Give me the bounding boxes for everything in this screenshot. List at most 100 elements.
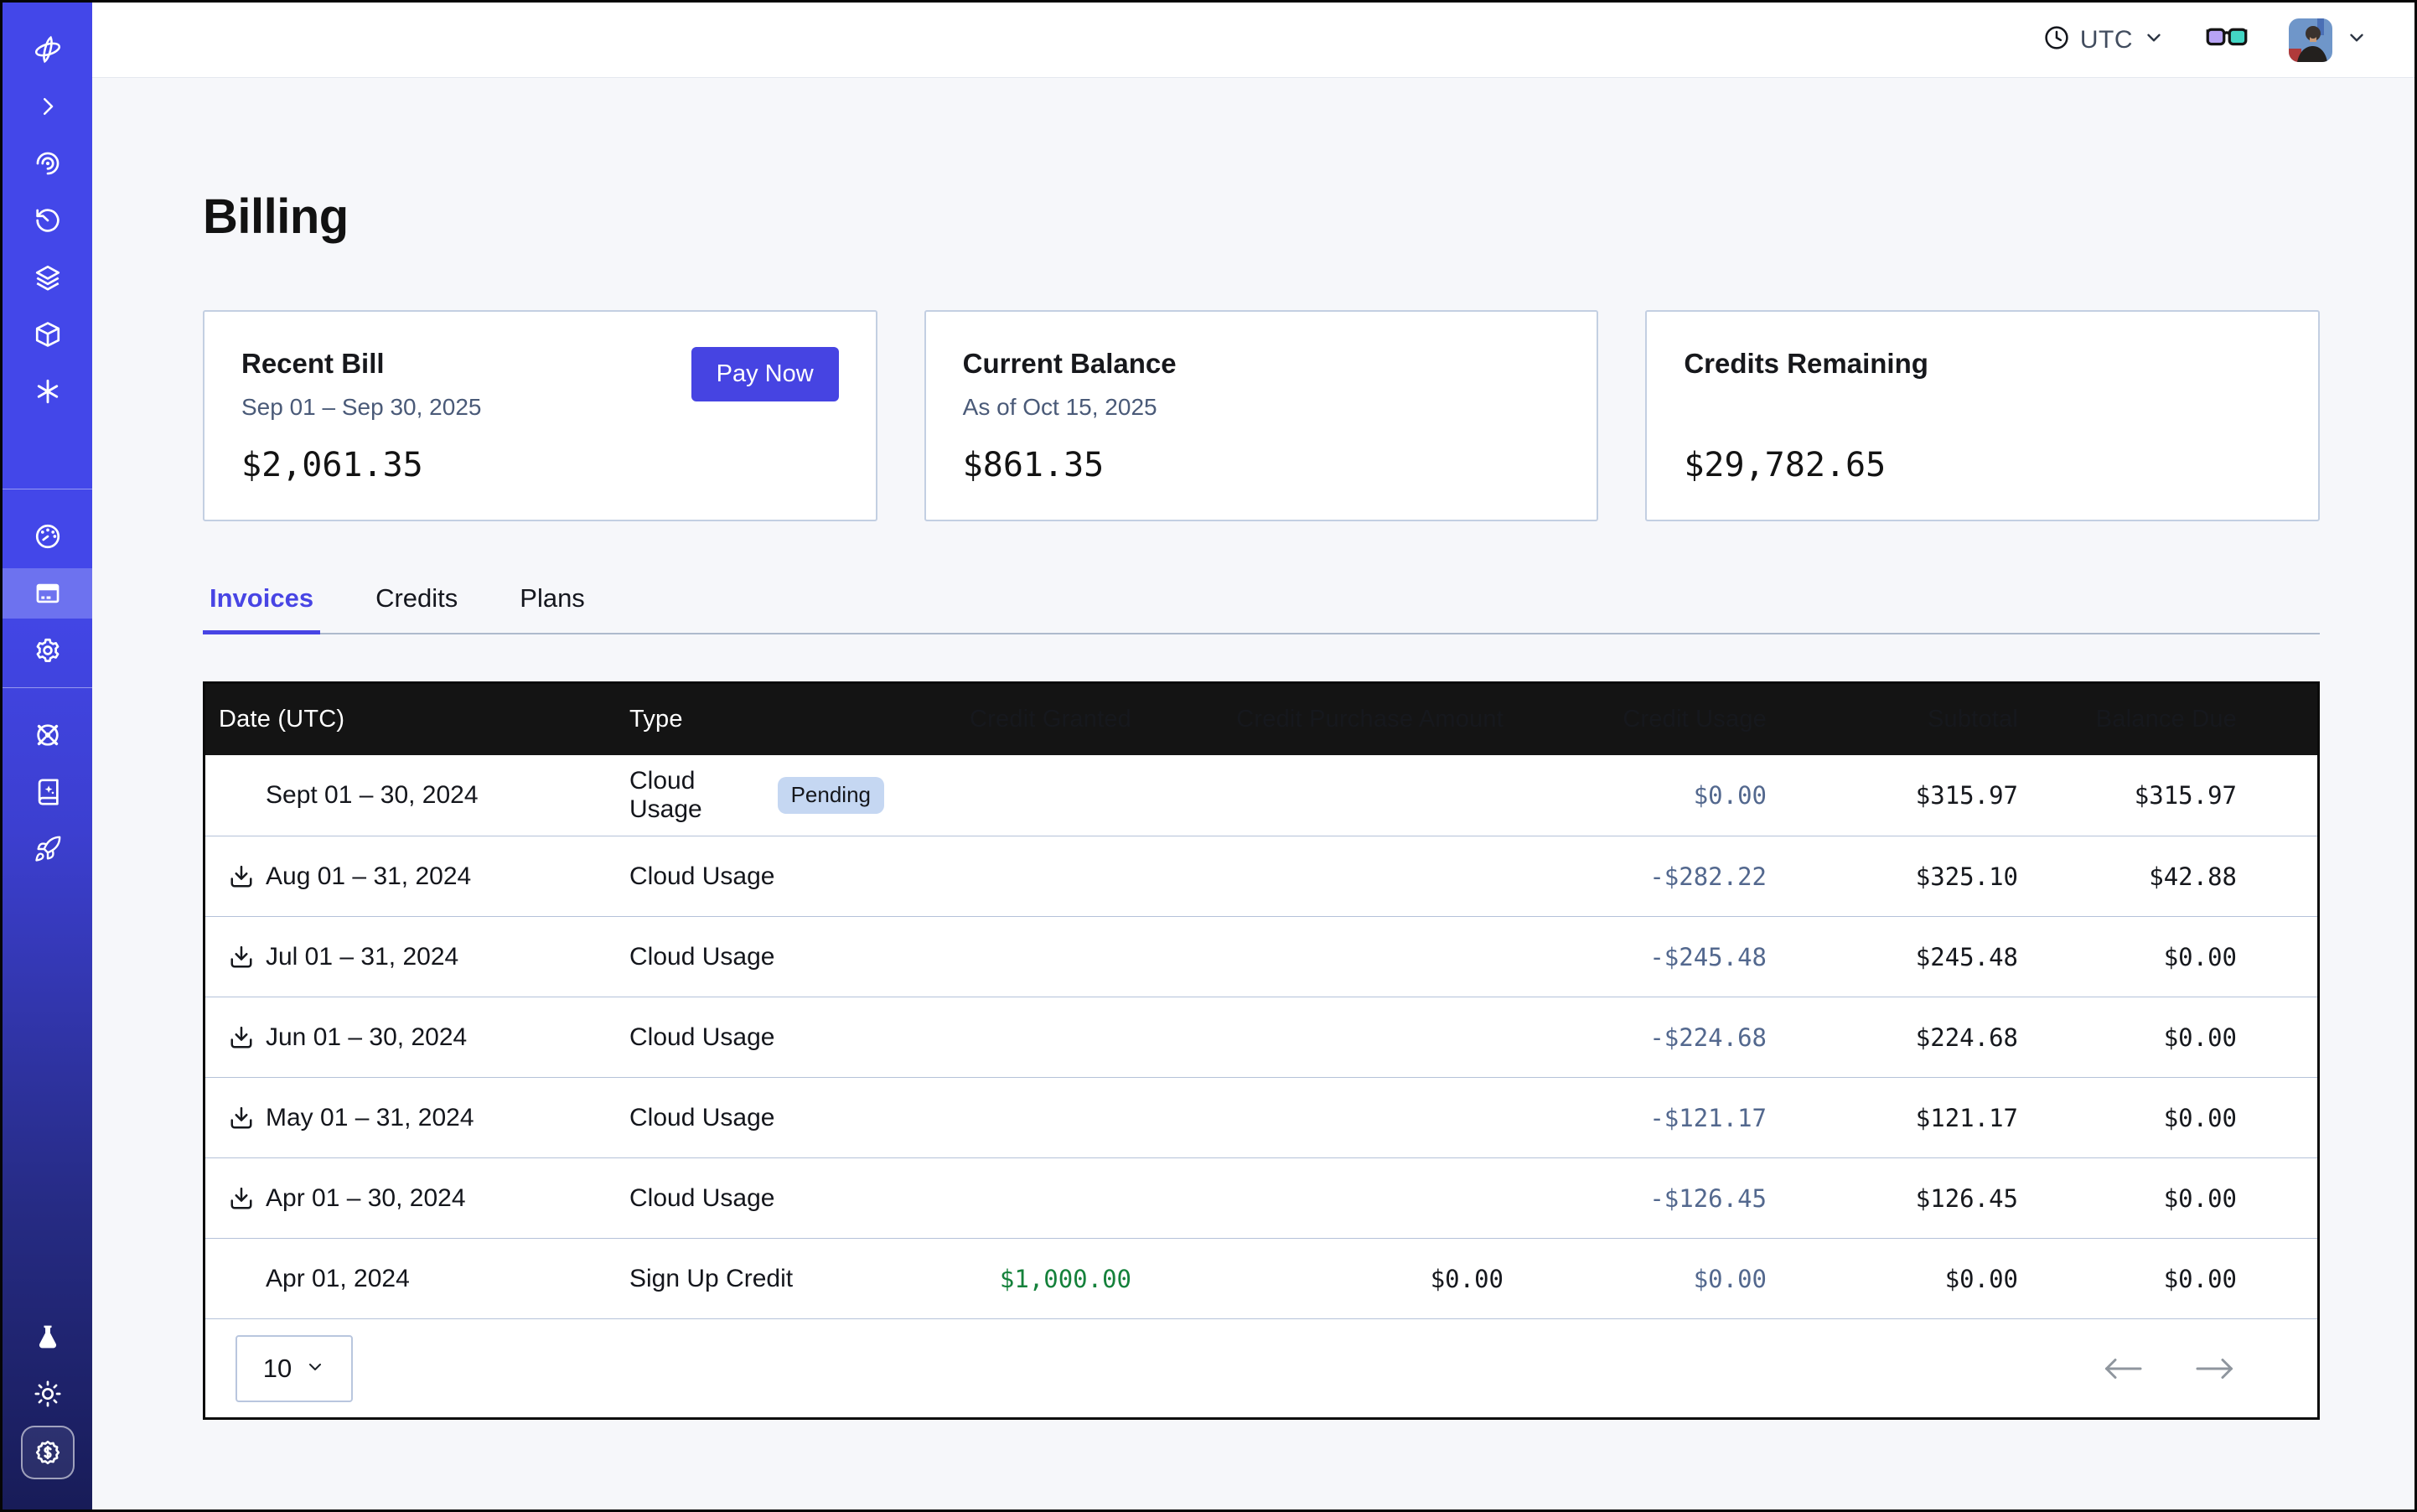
- chevron-down-icon: [305, 1354, 325, 1384]
- timezone-label: UTC: [2080, 26, 2133, 54]
- sidebar-item-labs[interactable]: [3, 1312, 92, 1362]
- download-invoice-button[interactable]: [229, 945, 254, 970]
- sidebar-divider: [3, 687, 92, 688]
- invoice-type: Cloud Usage: [629, 767, 763, 824]
- subtotal-value: $325.10: [1773, 862, 2025, 891]
- layers-icon: [34, 263, 62, 292]
- subtotal-value: $126.45: [1773, 1184, 2025, 1213]
- page-size-select[interactable]: 10: [235, 1335, 353, 1402]
- rocket-icon: [34, 835, 62, 863]
- topbar: UTC: [92, 3, 2414, 78]
- credit-usage-value: -$121.17: [1510, 1104, 1773, 1132]
- theme-toggle[interactable]: [3, 1369, 92, 1419]
- sidebar-item-functions[interactable]: [3, 366, 92, 417]
- sidebar-item-observe[interactable]: [3, 138, 92, 189]
- tab-credits[interactable]: Credits: [369, 583, 464, 634]
- app-window: UTC: [3, 3, 2414, 1509]
- credit-granted-value: $1,000.00: [891, 1265, 1138, 1293]
- download-invoice-button[interactable]: [229, 864, 254, 889]
- card-subtitle: As of Oct 15, 2025: [963, 392, 1560, 422]
- col-credit-granted: Credit Granted: [891, 706, 1138, 733]
- invoice-date: Apr 01 – 30, 2024: [266, 1184, 466, 1213]
- invoice-row: May 01 – 31, 2024 Cloud Usage -$121.17 $…: [205, 1077, 2317, 1157]
- balance-due-value: $0.00: [2025, 943, 2317, 971]
- sidebar-item-support[interactable]: [3, 710, 92, 760]
- card-subtitle: Sep 01 – Sep 30, 2025: [241, 392, 481, 422]
- sidebar-collapse-toggle[interactable]: [3, 81, 92, 132]
- invoice-type: Cloud Usage: [629, 1184, 774, 1213]
- invoice-date: Jul 01 – 31, 2024: [266, 943, 458, 971]
- table-header: Date (UTC) Type Credit Granted Credit Pu…: [205, 684, 2317, 755]
- timezone-selector[interactable]: UTC: [2043, 24, 2165, 55]
- invoice-table: Date (UTC) Type Credit Granted Credit Pu…: [203, 681, 2320, 1420]
- chevron-down-icon: [2143, 27, 2165, 53]
- package-cube-icon: [34, 320, 62, 349]
- invoice-date: Sept 01 – 30, 2024: [266, 781, 479, 810]
- invoice-type: Cloud Usage: [629, 1023, 774, 1052]
- sidebar-item-billing[interactable]: [3, 568, 92, 619]
- chevron-right-icon: [35, 94, 60, 119]
- download-invoice-button[interactable]: [229, 1106, 254, 1131]
- asterisk-icon: [34, 377, 62, 406]
- col-type: Type: [623, 706, 891, 733]
- invoice-type: Sign Up Credit: [629, 1265, 793, 1293]
- balance-due-value: $0.00: [2025, 1265, 2317, 1293]
- invoice-row: Jul 01 – 31, 2024 Cloud Usage -$245.48 $…: [205, 916, 2317, 997]
- trace-eye-icon: [34, 149, 62, 178]
- billing-tabs: Invoices Credits Plans: [203, 583, 2320, 634]
- current-balance-amount: $861.35: [963, 446, 1560, 484]
- credit-usage-value: -$224.68: [1510, 1023, 1773, 1052]
- balance-due-value: $42.88: [2025, 862, 2317, 891]
- sidebar-item-layers[interactable]: [3, 252, 92, 303]
- pay-now-button[interactable]: Pay Now: [691, 347, 839, 401]
- app-logo[interactable]: [3, 24, 92, 75]
- sidebar-item-docs[interactable]: [3, 767, 92, 817]
- status-badge: Pending: [778, 777, 884, 813]
- billing-page: Billing Recent Bill Sep 01 – Sep 30, 202…: [92, 78, 2414, 1509]
- reader-mode-button[interactable]: [2205, 23, 2249, 56]
- subtotal-value: $121.17: [1773, 1104, 2025, 1132]
- credit-card-icon: [34, 579, 62, 608]
- balance-due-value: $0.00: [2025, 1184, 2317, 1213]
- orbit-logo-icon: [33, 34, 63, 65]
- helm-wheel-icon: [34, 721, 62, 749]
- page-title: Billing: [203, 189, 2320, 245]
- sidebar-item-history[interactable]: [3, 195, 92, 246]
- download-invoice-button[interactable]: [229, 1186, 254, 1211]
- flask-icon: [34, 1323, 61, 1350]
- card-title: Current Balance: [963, 345, 1560, 382]
- invoice-type: Cloud Usage: [629, 1104, 774, 1132]
- clock-icon: [2043, 24, 2070, 55]
- card-title: Recent Bill: [241, 345, 481, 382]
- sidebar-item-quickstart[interactable]: [3, 824, 92, 874]
- sidebar-item-usage[interactable]: [3, 511, 92, 562]
- download-invoice-button[interactable]: [229, 1025, 254, 1050]
- sidebar-item-packages[interactable]: [3, 309, 92, 360]
- dollar-badge-icon: [33, 1437, 63, 1468]
- next-page-button[interactable]: [2193, 1356, 2237, 1381]
- recent-bill-amount: $2,061.35: [241, 446, 839, 484]
- subtotal-value: $0.00: [1773, 1265, 2025, 1293]
- sun-icon: [34, 1380, 62, 1408]
- credits-reward-button[interactable]: [21, 1426, 75, 1479]
- tab-invoices[interactable]: Invoices: [203, 583, 320, 634]
- card-subtitle: [1684, 392, 2281, 422]
- prev-page-button[interactable]: [2101, 1356, 2145, 1381]
- account-menu[interactable]: [2289, 18, 2368, 62]
- sidebar: [3, 3, 92, 1509]
- sidebar-item-settings[interactable]: [3, 625, 92, 676]
- col-credit-purchase: Credit Purchase Amount: [1138, 706, 1510, 733]
- gauge-icon: [34, 522, 62, 551]
- invoice-row: Jun 01 – 30, 2024 Cloud Usage -$224.68 $…: [205, 997, 2317, 1077]
- invoice-row: Sept 01 – 30, 2024 Cloud Usage Pending $…: [205, 755, 2317, 836]
- credits-remaining-amount: $29,782.65: [1684, 446, 2281, 484]
- credits-remaining-card: Credits Remaining $29,782.65: [1645, 310, 2320, 521]
- invoice-row: Apr 01, 2024 Sign Up Credit $1,000.00 $0…: [205, 1238, 2317, 1318]
- pagination-bar: 10: [205, 1318, 2317, 1417]
- current-balance-card: Current Balance As of Oct 15, 2025 $861.…: [924, 310, 1599, 521]
- balance-due-value: $315.97: [2025, 781, 2317, 810]
- tab-plans[interactable]: Plans: [513, 583, 592, 634]
- invoice-type: Cloud Usage: [629, 943, 774, 971]
- credit-usage-value: $0.00: [1510, 1265, 1773, 1293]
- invoice-date: May 01 – 31, 2024: [266, 1104, 474, 1132]
